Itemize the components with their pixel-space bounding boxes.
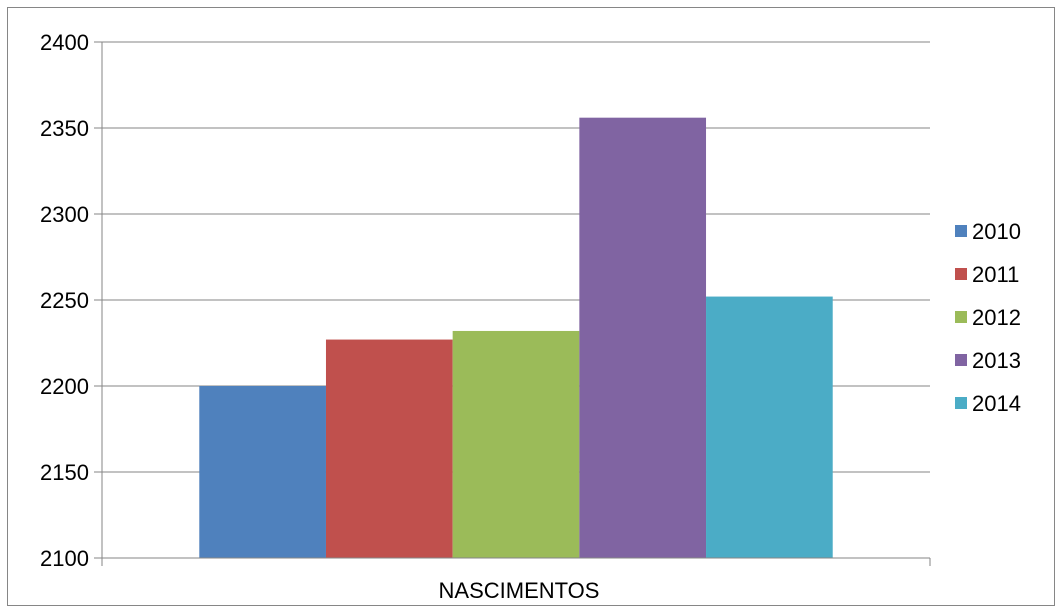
legend-swatch-2010 <box>955 225 967 237</box>
legend-swatch-2011 <box>955 268 967 280</box>
bar-2013 <box>579 117 707 559</box>
y-tick-label: 2100 <box>40 546 89 571</box>
bar-2011 <box>325 339 453 558</box>
legend-swatch-2013 <box>955 354 967 366</box>
y-tick-label: 2200 <box>40 374 89 399</box>
bar-2014 <box>706 296 833 558</box>
bar-2012 <box>452 330 580 558</box>
y-tick-label: 2250 <box>40 288 89 313</box>
legend: 2010 2011 2012 2013 2014 <box>955 219 1021 416</box>
legend-label-2010: 2010 <box>972 219 1021 244</box>
legend-swatch-2012 <box>955 311 967 323</box>
legend-swatch-2014 <box>955 397 967 409</box>
bar-2010 <box>199 386 326 558</box>
y-tick-label: 2350 <box>40 116 89 141</box>
legend-label-2011: 2011 <box>972 262 1019 287</box>
bars <box>199 117 833 559</box>
axes <box>101 42 931 566</box>
y-tick-label: 2150 <box>40 460 89 485</box>
y-tick-label: 2300 <box>40 202 89 227</box>
legend-label-2012: 2012 <box>972 305 1021 330</box>
legend-label-2014: 2014 <box>972 391 1021 416</box>
y-tick-label: 2400 <box>40 30 89 55</box>
y-axis-tick-labels: 2100 2150 2200 2250 2300 2350 2400 <box>40 30 89 571</box>
x-axis-category-label: NASCIMENTOS <box>439 578 600 603</box>
legend-label-2013: 2013 <box>972 348 1021 373</box>
